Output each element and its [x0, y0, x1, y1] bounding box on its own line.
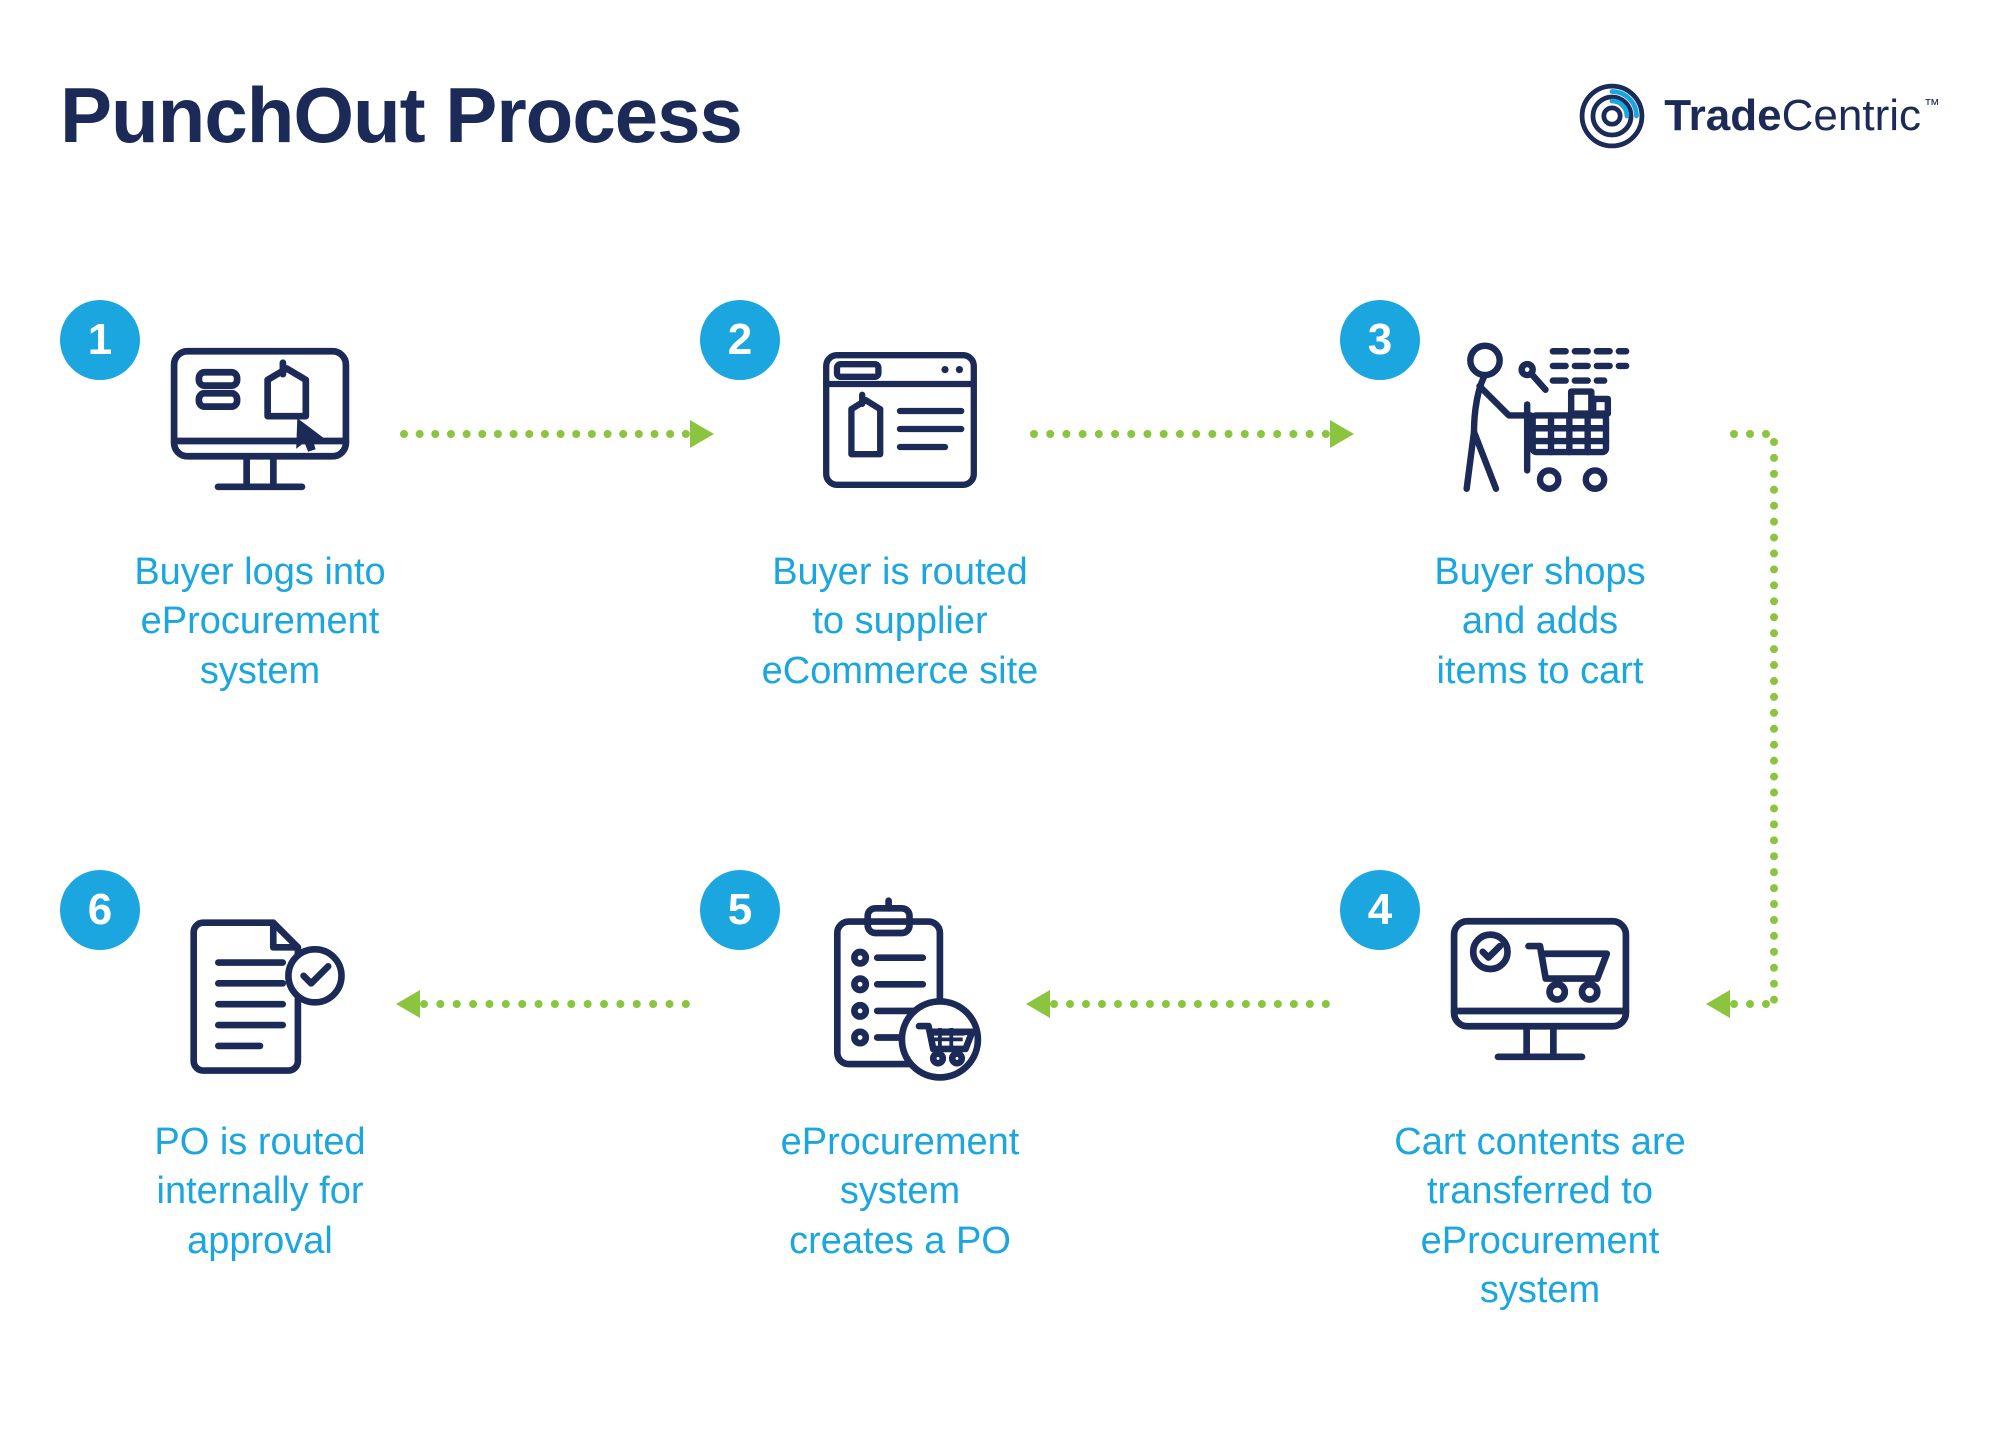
step-badge: 1: [60, 300, 140, 380]
step-caption: Cart contents are transferred to eProcur…: [1360, 1118, 1720, 1316]
step-4: 4 Cart contents are transferred to eProc…: [1360, 890, 1720, 1316]
step-2: 2 Buyer is routed to supplier eCommerce …: [720, 320, 1080, 696]
arrowhead-icon: [1706, 990, 1730, 1018]
step-3: 3: [1360, 320, 1720, 696]
step-badge: 3: [1340, 300, 1420, 380]
brand-logo-icon: [1578, 82, 1646, 150]
step-caption: Buyer shops and adds items to cart: [1360, 548, 1720, 696]
brand-tm: ™: [1924, 97, 1940, 114]
connector: [1050, 1000, 1330, 1008]
step-5: 5 eP: [720, 890, 1080, 1266]
arrowhead-icon: [1330, 420, 1354, 448]
connector: [1730, 430, 1770, 438]
arrowhead-icon: [396, 990, 420, 1018]
arrowhead-icon: [1026, 990, 1050, 1018]
step-badge: 4: [1340, 870, 1420, 950]
step-1: 1 Buyer logs into eProcurement system: [80, 320, 440, 696]
brand: TradeCentric™: [1578, 82, 1940, 150]
connector: [1730, 1000, 1770, 1008]
step-badge: 5: [700, 870, 780, 950]
step-caption: Buyer logs into eProcurement system: [80, 548, 440, 696]
header: PunchOut Process TradeCentric™: [60, 70, 1940, 161]
step-caption: Buyer is routed to supplier eCommerce si…: [720, 548, 1080, 696]
connector: [1030, 430, 1330, 438]
brand-bold: Trade: [1664, 91, 1781, 140]
connector: [1770, 438, 1778, 1004]
connector: [420, 1000, 690, 1008]
step-badge: 6: [60, 870, 140, 950]
brand-rest: Centric: [1782, 91, 1921, 140]
arrowhead-icon: [690, 420, 714, 448]
step-badge: 2: [700, 300, 780, 380]
page-title: PunchOut Process: [60, 70, 742, 161]
brand-text: TradeCentric™: [1664, 91, 1940, 141]
step-caption: PO is routed internally for approval: [80, 1118, 440, 1266]
connector: [400, 430, 690, 438]
step-6: 6 PO is routed internally for approval: [80, 890, 440, 1266]
step-caption: eProcurement system creates a PO: [720, 1118, 1080, 1266]
